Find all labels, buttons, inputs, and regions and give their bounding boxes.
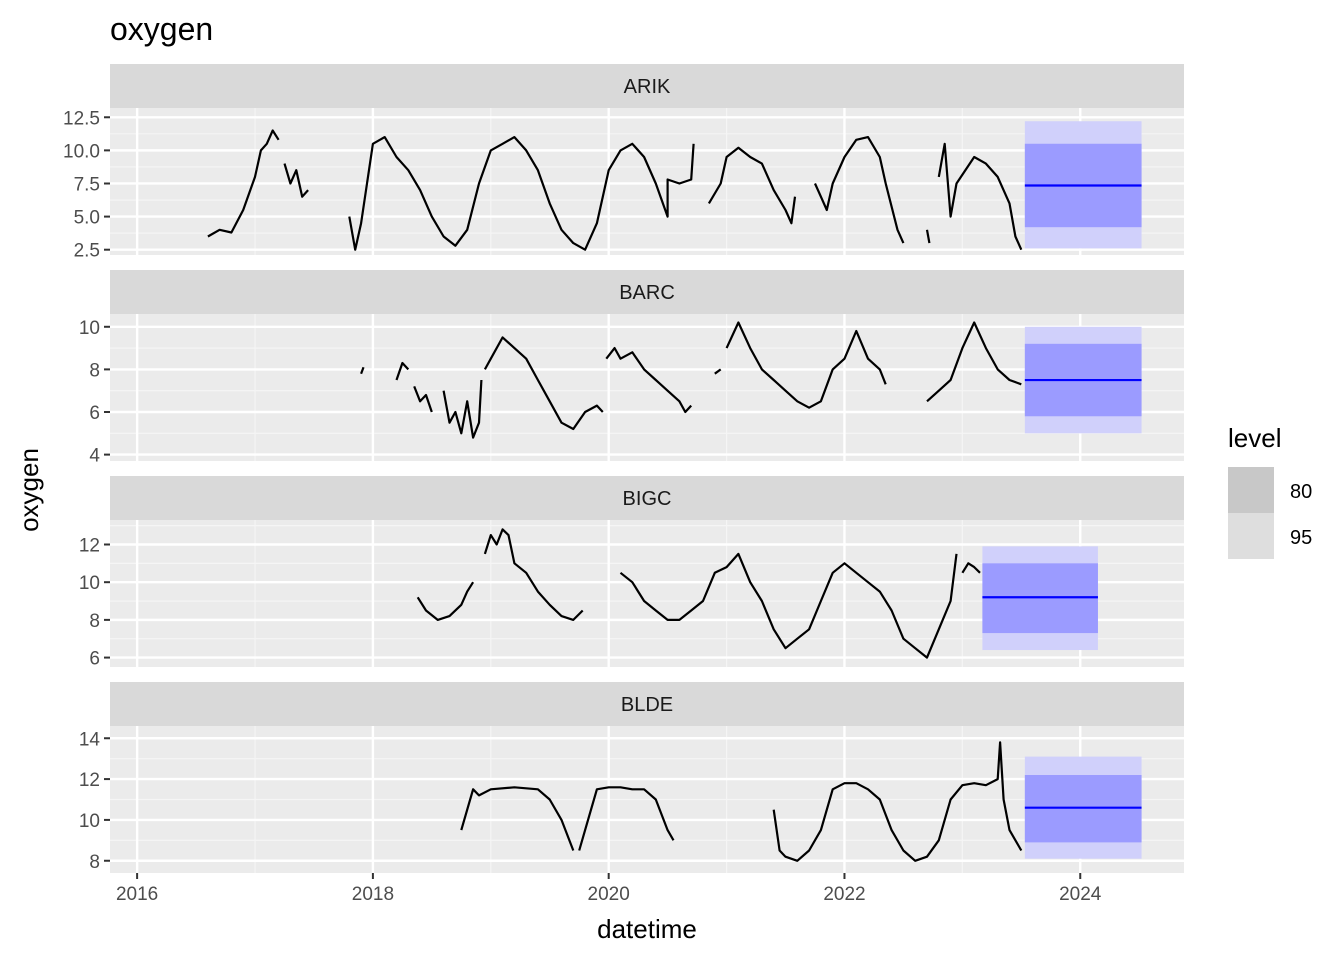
y-tick-label: 12 (79, 770, 100, 791)
y-axis: 6 8 10 12 (79, 536, 110, 670)
observed-series-segment (725, 321, 887, 409)
facet-panel-blde: BLDE 8 10 12 14 (79, 682, 1184, 873)
observed-series-segment (619, 552, 958, 659)
chart-title: oxygen (110, 11, 213, 47)
observed-series-segment (360, 366, 365, 375)
y-tick-label: 8 (89, 852, 100, 873)
observed-series-segment (416, 581, 475, 621)
y-tick-label: 2.5 (74, 241, 100, 262)
observed-series-segment (813, 136, 905, 244)
legend-key-95 (1228, 513, 1274, 559)
legend: level 80 95 (1228, 423, 1312, 559)
facet-strip-label: BLDE (621, 694, 673, 716)
y-tick-label: 4 (89, 446, 100, 467)
observed-series-segment (772, 741, 1023, 862)
observed-series-segment (348, 136, 695, 251)
y-tick-label: 12.5 (63, 108, 100, 129)
y-axis: 8 10 12 14 (79, 729, 110, 873)
x-axis: 2016 2018 2020 2022 2024 (116, 873, 1102, 905)
y-axis-label: oxygen (14, 448, 44, 532)
observed-series-segment (483, 336, 604, 431)
facet-strip (110, 64, 1184, 108)
y-tick-label: 10 (79, 318, 100, 339)
y-tick-label: 5.0 (74, 208, 100, 229)
facet-strip-label: ARIK (624, 76, 671, 98)
y-tick-label: 6 (89, 649, 100, 670)
y-axis: 4 6 8 10 (79, 318, 110, 467)
facet-strip (110, 476, 1184, 520)
facet-strip (110, 270, 1184, 314)
facet-strip (110, 682, 1184, 726)
observed-series-segment (605, 347, 693, 414)
y-tick-label: 6 (89, 403, 100, 424)
legend-label-80: 80 (1290, 481, 1312, 503)
gridlines (110, 314, 1184, 461)
observed-series-segment (413, 385, 433, 413)
x-tick-label: 2018 (352, 884, 394, 905)
observed-series-segment (283, 163, 309, 198)
facet-panels: ARIK 2.5 5.0 7.5 10.0 12.5 BARC 4 6 8 10 BIGC 6 8 10 12… (63, 64, 1184, 873)
x-tick-label: 2020 (588, 884, 630, 905)
y-tick-label: 10 (79, 811, 100, 832)
panel-background (110, 314, 1184, 461)
legend-label-95: 95 (1290, 527, 1312, 549)
y-tick-label: 12 (79, 536, 100, 557)
observed-series-segment (578, 786, 675, 851)
observed-series-segment (483, 528, 584, 621)
observed-series-segment (714, 368, 722, 375)
observed-series-segment (395, 361, 410, 381)
y-tick-label: 10.0 (63, 141, 100, 162)
y-tick-label: 8 (89, 360, 100, 381)
observed-series-segment (442, 379, 483, 439)
y-tick-label: 7.5 (74, 174, 100, 195)
x-tick-label: 2016 (116, 884, 158, 905)
y-tick-label: 8 (89, 611, 100, 632)
facet-panel-bigc: BIGC 6 8 10 12 (79, 476, 1184, 670)
y-axis: 2.5 5.0 7.5 10.0 12.5 (63, 108, 110, 262)
y-tick-label: 10 (79, 573, 100, 594)
gridlines (110, 108, 1184, 255)
observed-series-segment (707, 146, 797, 225)
observed-series-segment (925, 229, 931, 244)
observed-series-segment (937, 142, 1023, 251)
facet-strip-label: BARC (619, 282, 675, 304)
x-axis-label: datetime (597, 914, 697, 944)
observed-series-segment (926, 321, 1022, 403)
facet-panel-arik: ARIK 2.5 5.0 7.5 10.0 12.5 (63, 64, 1184, 262)
x-tick-label: 2022 (823, 884, 865, 905)
legend-key-80 (1228, 467, 1274, 513)
observed-series-segment (961, 562, 981, 574)
facet-strip-label: BIGC (623, 488, 672, 510)
facet-panel-barc: BARC 4 6 8 10 (79, 270, 1184, 467)
y-tick-label: 14 (79, 729, 101, 750)
observed-series-segment (207, 129, 280, 238)
legend-title: level (1228, 423, 1281, 453)
observed-series-segment (460, 786, 575, 851)
x-tick-label: 2024 (1059, 884, 1102, 905)
